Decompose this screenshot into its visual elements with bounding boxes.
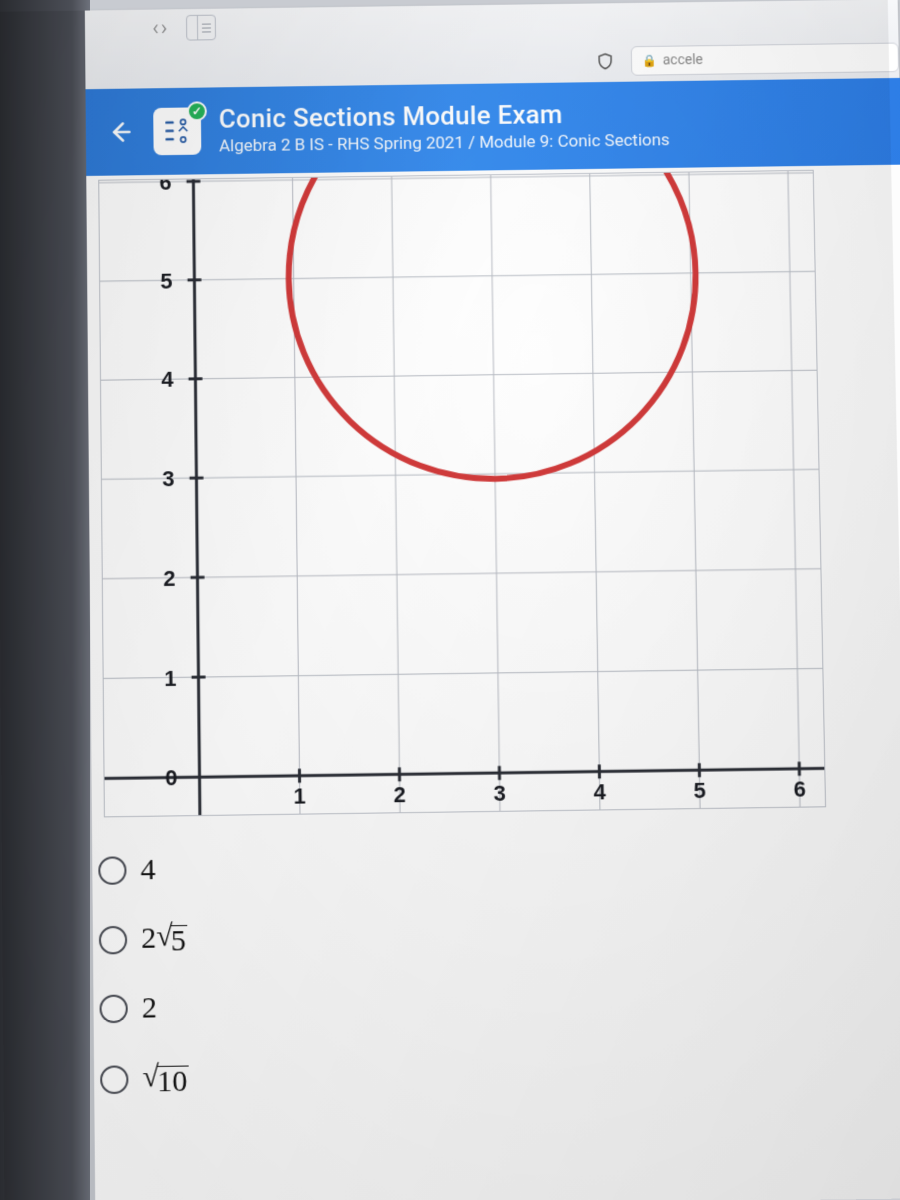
page-body: 12345670123456 42√52√10 bbox=[86, 165, 900, 1200]
screen-capture: ‹ › 🔒 accele bbox=[0, 0, 900, 1200]
svg-text:1: 1 bbox=[164, 665, 176, 690]
answer-label: 2 bbox=[142, 991, 157, 1026]
radio-icon[interactable] bbox=[98, 856, 126, 885]
graph-panel: 12345670123456 bbox=[98, 170, 826, 818]
page-title: Conic Sections Module Exam bbox=[219, 99, 670, 135]
answer-options: 4 2√5 2 √10 bbox=[98, 852, 189, 1098]
svg-text:5: 5 bbox=[693, 778, 706, 803]
radio-icon[interactable] bbox=[99, 925, 127, 954]
lock-icon: 🔒 bbox=[642, 54, 657, 68]
svg-text:6: 6 bbox=[793, 777, 806, 802]
answer-option[interactable]: 2√5 bbox=[99, 921, 188, 958]
address-text: accele bbox=[663, 52, 703, 68]
nav-back-button[interactable]: ‹ bbox=[152, 16, 159, 41]
svg-text:3: 3 bbox=[162, 466, 174, 491]
browser-chrome: ‹ › 🔒 accele bbox=[85, 0, 899, 89]
svg-text:5: 5 bbox=[160, 268, 172, 293]
answer-label: 2√5 bbox=[141, 921, 188, 957]
module-badge[interactable]: ✓ bbox=[153, 107, 201, 155]
svg-text:4: 4 bbox=[161, 367, 174, 392]
svg-text:2: 2 bbox=[393, 782, 406, 807]
answer-label: 4 bbox=[140, 853, 155, 887]
svg-text:1: 1 bbox=[293, 784, 306, 809]
svg-text:0: 0 bbox=[165, 765, 177, 790]
back-button[interactable] bbox=[104, 116, 136, 148]
radio-icon[interactable] bbox=[99, 995, 127, 1024]
address-bar[interactable]: 🔒 accele bbox=[631, 43, 899, 76]
svg-text:2: 2 bbox=[163, 566, 175, 591]
course-header: ✓ Conic Sections Module Exam Algebra 2 B… bbox=[86, 78, 900, 176]
radio-icon[interactable] bbox=[100, 1065, 128, 1094]
privacy-shield-icon[interactable] bbox=[591, 47, 619, 75]
page-subtitle: Algebra 2 B IS - RHS Spring 2021 / Modul… bbox=[219, 130, 670, 156]
svg-text:6: 6 bbox=[159, 171, 171, 195]
answer-option[interactable]: 4 bbox=[98, 852, 187, 887]
svg-text:3: 3 bbox=[493, 781, 506, 806]
answer-option[interactable]: 2 bbox=[99, 991, 188, 1027]
sidebar-toggle-button[interactable] bbox=[186, 15, 216, 41]
check-icon: ✓ bbox=[187, 101, 207, 121]
svg-text:4: 4 bbox=[593, 779, 607, 804]
answer-option[interactable]: √10 bbox=[100, 1059, 189, 1098]
nav-forward-button[interactable]: › bbox=[161, 16, 168, 41]
coordinate-graph: 12345670123456 bbox=[99, 171, 825, 817]
answer-label: √10 bbox=[142, 1059, 189, 1097]
